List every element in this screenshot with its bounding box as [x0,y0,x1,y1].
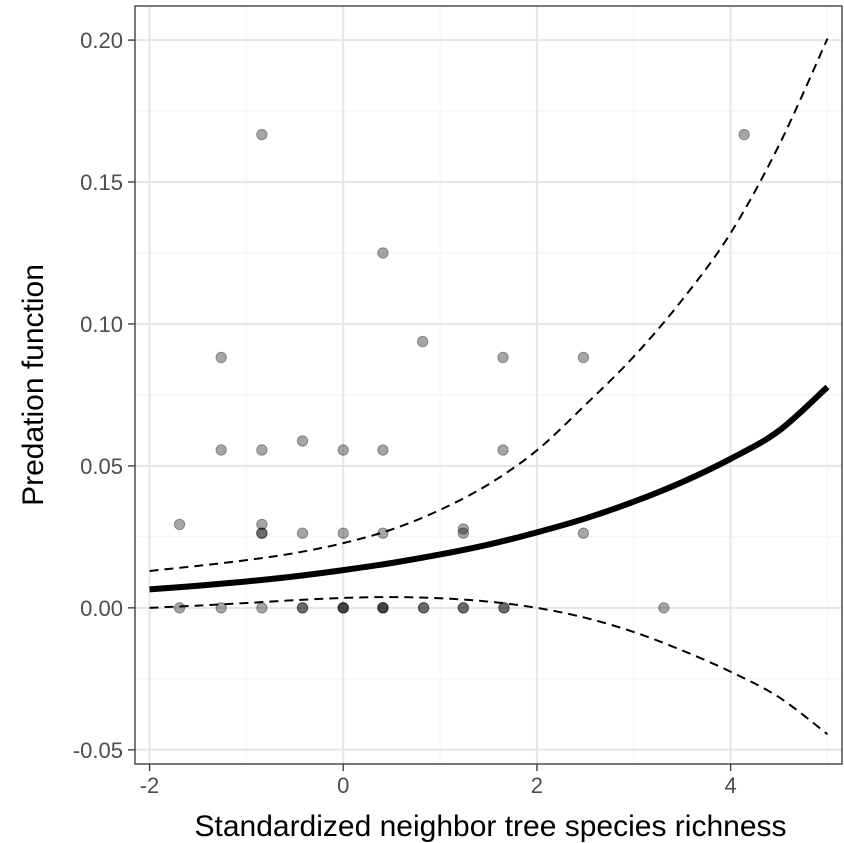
data-point [256,444,268,456]
x-tick-label: 4 [724,773,736,798]
y-tick-label: 0.00 [80,596,123,621]
data-point [457,523,470,535]
data-point [296,602,309,614]
data-point [173,602,186,614]
data-point [377,247,389,259]
data-point [377,602,389,614]
confidence-line-lower [149,596,829,735]
data-point [577,351,590,364]
x-axis-ticks: -2 0 2 4 [140,764,737,798]
data-point [417,602,430,614]
y-axis-ticks: -0.05 0.00 0.05 0.10 0.15 0.20 [73,28,135,763]
data-point [498,602,510,614]
data-points [173,128,750,614]
data-point [377,527,389,539]
data-point [296,527,309,539]
confidence-band-lines [149,38,829,735]
data-point [377,444,389,456]
x-tick-label: -2 [140,773,160,798]
confidence-line-upper [149,38,829,572]
y-tick-label: -0.05 [73,738,123,763]
data-point [738,128,750,141]
data-point [457,527,470,539]
data-point [215,444,227,456]
data-point [215,351,227,364]
data-point [337,602,349,614]
data-point [337,602,349,614]
y-tick-label: 0.10 [80,312,123,337]
plot-panel [134,5,843,765]
data-point [215,602,227,614]
data-point [417,602,430,614]
fitted-line [149,384,830,593]
data-point [337,527,349,539]
x-axis-title: Standardized neighbor tree species richn… [194,810,786,843]
y-tick-label: 0.20 [80,28,123,53]
data-point [498,602,510,614]
x-tick-label: 2 [531,773,543,798]
data-point [416,335,429,348]
data-point [296,602,309,614]
data-point [577,527,590,539]
y-tick-label: 0.05 [80,454,123,479]
data-point [658,602,670,614]
data-point [337,444,349,456]
grid-lines [135,6,842,764]
data-point [457,602,470,614]
data-point [256,527,268,539]
data-point [497,444,509,456]
data-point [256,602,268,614]
data-point [497,351,509,364]
y-axis-title: Predation function [17,264,50,506]
data-point [457,602,470,614]
data-point [377,602,389,614]
y-tick-label: 0.15 [80,170,123,195]
data-point [256,128,268,141]
fitted-line-fit [149,384,830,593]
data-point [377,602,389,614]
data-point [256,527,268,539]
x-tick-label: 0 [337,773,349,798]
data-point [256,518,268,531]
data-point [173,518,186,531]
data-point [337,602,349,614]
data-point [296,435,309,447]
